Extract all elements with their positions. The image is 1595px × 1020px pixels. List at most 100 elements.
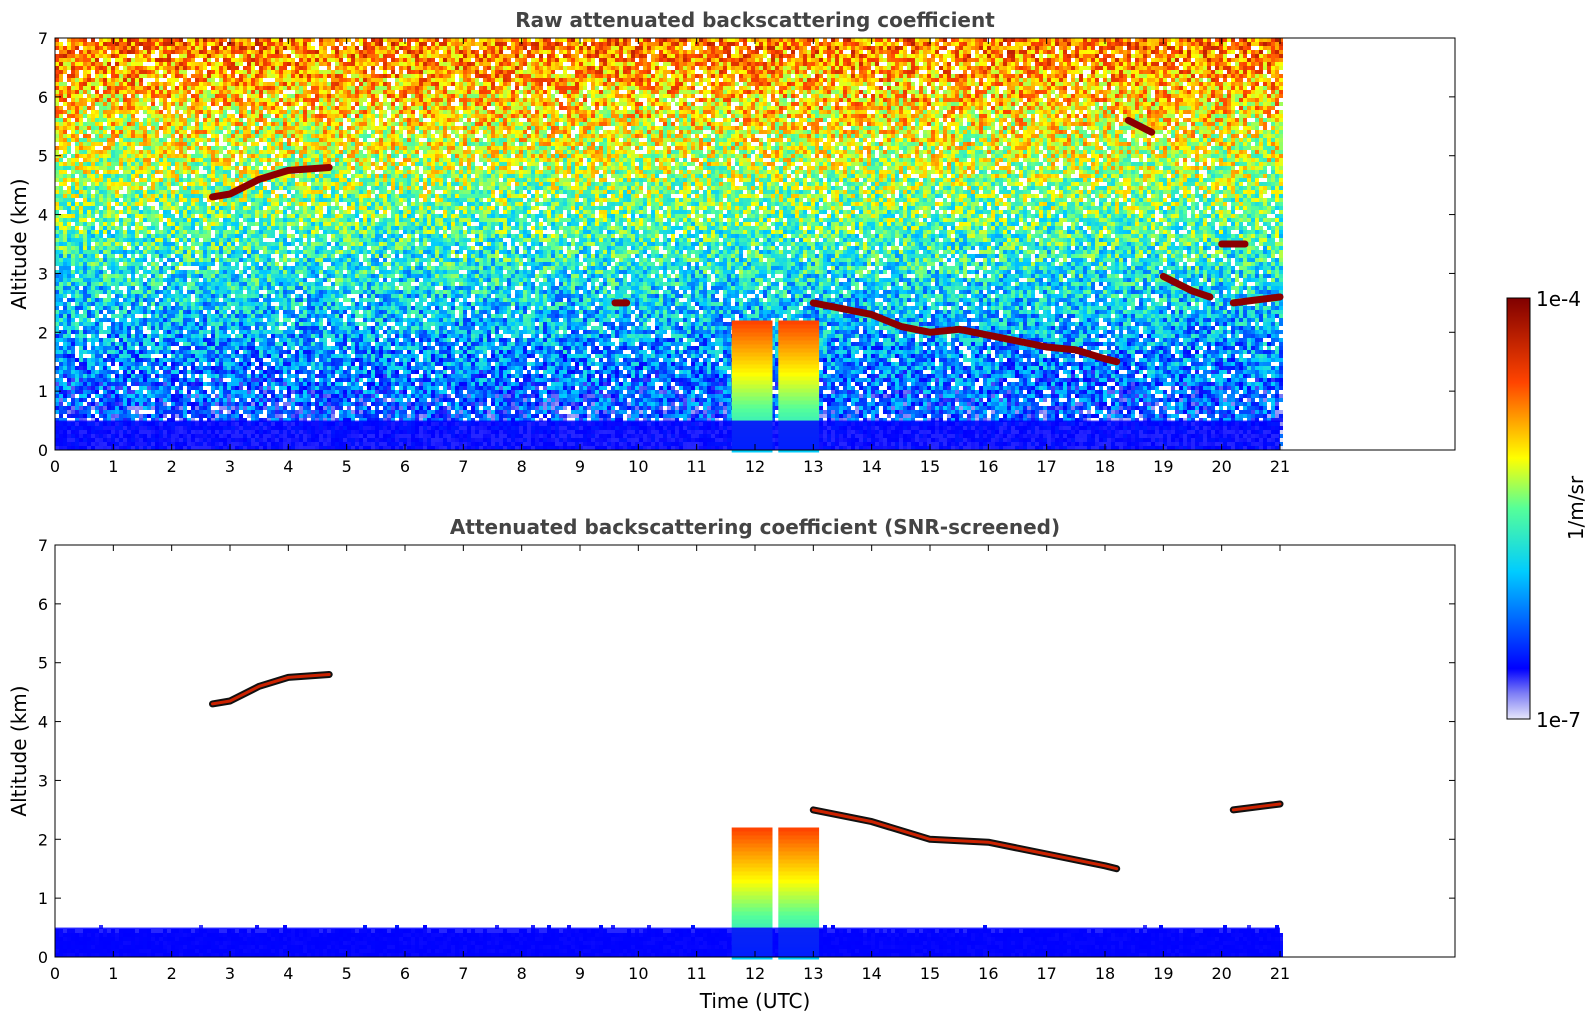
heatmap-cell xyxy=(139,90,143,94)
heatmap-cell xyxy=(71,78,75,82)
heatmap-cell xyxy=(135,162,139,166)
heatmap-cell xyxy=(215,58,219,62)
heatmap-cell xyxy=(123,230,127,234)
heatmap-cell xyxy=(91,62,95,66)
heatmap-cell xyxy=(135,86,139,90)
heatmap-cell xyxy=(263,386,267,390)
heatmap-cell xyxy=(155,290,159,294)
heatmap-cell xyxy=(91,262,95,266)
heatmap-cell xyxy=(55,210,59,214)
heatmap-cell xyxy=(103,114,107,118)
heatmap-cell xyxy=(55,42,59,46)
heatmap-cell xyxy=(243,70,247,74)
heatmap-cell xyxy=(179,174,183,178)
heatmap-cell xyxy=(91,294,95,298)
heatmap-cell xyxy=(267,206,271,210)
heatmap-cell xyxy=(155,106,159,110)
heatmap-cell xyxy=(75,286,79,290)
heatmap-cell xyxy=(115,134,119,138)
heatmap-cell xyxy=(267,398,271,402)
heatmap-cell xyxy=(267,38,271,42)
heatmap-cell xyxy=(259,306,263,310)
heatmap-cell xyxy=(203,298,207,302)
heatmap-cell xyxy=(219,338,223,342)
heatmap-cell xyxy=(75,86,79,90)
heatmap-cell xyxy=(107,42,111,46)
heatmap-cell xyxy=(175,38,179,42)
heatmap-cell xyxy=(139,154,143,158)
heatmap-cell xyxy=(79,294,83,298)
heatmap-cell xyxy=(155,118,159,122)
heatmap-cell xyxy=(179,122,183,126)
heatmap-cell xyxy=(199,226,203,230)
heatmap-cell xyxy=(215,254,219,258)
heatmap-cell xyxy=(131,374,135,378)
heatmap-cell xyxy=(71,282,75,286)
heatmap-cell xyxy=(143,366,147,370)
heatmap-cell xyxy=(239,386,243,390)
heatmap-cell xyxy=(139,218,143,222)
heatmap-cell xyxy=(143,286,147,290)
heatmap-cell xyxy=(83,342,87,346)
heatmap-cell xyxy=(75,334,79,338)
heatmap-cell xyxy=(219,202,223,206)
heatmap-cell xyxy=(211,122,215,126)
heatmap-cell xyxy=(255,206,259,210)
heatmap-cell xyxy=(55,238,59,242)
heatmap-cell xyxy=(171,50,175,54)
heatmap-cell xyxy=(255,330,259,334)
heatmap-cell xyxy=(103,366,107,370)
heatmap-cell xyxy=(119,310,123,314)
heatmap-cell xyxy=(107,394,111,398)
heatmap-cell xyxy=(87,82,91,86)
heatmap-cell xyxy=(235,366,239,370)
heatmap-cell xyxy=(131,94,135,98)
heatmap-cell xyxy=(79,334,83,338)
heatmap-cell xyxy=(83,126,87,130)
heatmap-cell xyxy=(219,342,223,346)
heatmap-cell xyxy=(91,378,95,382)
heatmap-cell xyxy=(211,178,215,182)
heatmap-cell xyxy=(95,382,99,386)
heatmap-cell xyxy=(111,74,115,78)
heatmap-cell xyxy=(155,42,159,46)
heatmap-cell xyxy=(259,254,263,258)
heatmap-cell xyxy=(83,254,87,258)
heatmap-cell xyxy=(99,414,103,418)
heatmap-cell xyxy=(199,54,203,58)
heatmap-cell xyxy=(247,62,251,66)
heatmap-cell xyxy=(151,414,155,418)
heatmap-cell xyxy=(239,138,243,142)
heatmap-cell xyxy=(123,86,127,90)
heatmap-cell xyxy=(123,122,127,126)
heatmap-cell xyxy=(123,306,127,310)
heatmap-cell xyxy=(175,322,179,326)
heatmap-cell xyxy=(151,134,155,138)
heatmap-cell xyxy=(191,250,195,254)
heatmap-cell xyxy=(143,194,147,198)
heatmap-cell xyxy=(71,250,75,254)
heatmap-cell xyxy=(143,42,147,46)
heatmap-cell xyxy=(163,202,167,206)
heatmap-cell xyxy=(247,66,251,70)
heatmap-cell xyxy=(111,350,115,354)
heatmap-cell xyxy=(187,194,191,198)
heatmap-cell xyxy=(79,250,83,254)
heatmap-cell xyxy=(179,270,183,274)
heatmap-cell xyxy=(95,202,99,206)
heatmap-cell xyxy=(163,150,167,154)
heatmap-cell xyxy=(239,274,243,278)
heatmap-cell xyxy=(131,266,135,270)
heatmap-cell xyxy=(271,54,275,58)
heatmap-cell xyxy=(79,150,83,154)
heatmap-cell xyxy=(215,62,219,66)
heatmap-cell xyxy=(83,202,87,206)
heatmap-cell xyxy=(235,126,239,130)
heatmap-cell xyxy=(119,166,123,170)
heatmap-cell xyxy=(211,110,215,114)
heatmap-cell xyxy=(71,366,75,370)
heatmap-cell xyxy=(119,78,123,82)
heatmap-cell xyxy=(99,114,103,118)
heatmap-cell xyxy=(175,310,179,314)
heatmap-cell xyxy=(183,374,187,378)
